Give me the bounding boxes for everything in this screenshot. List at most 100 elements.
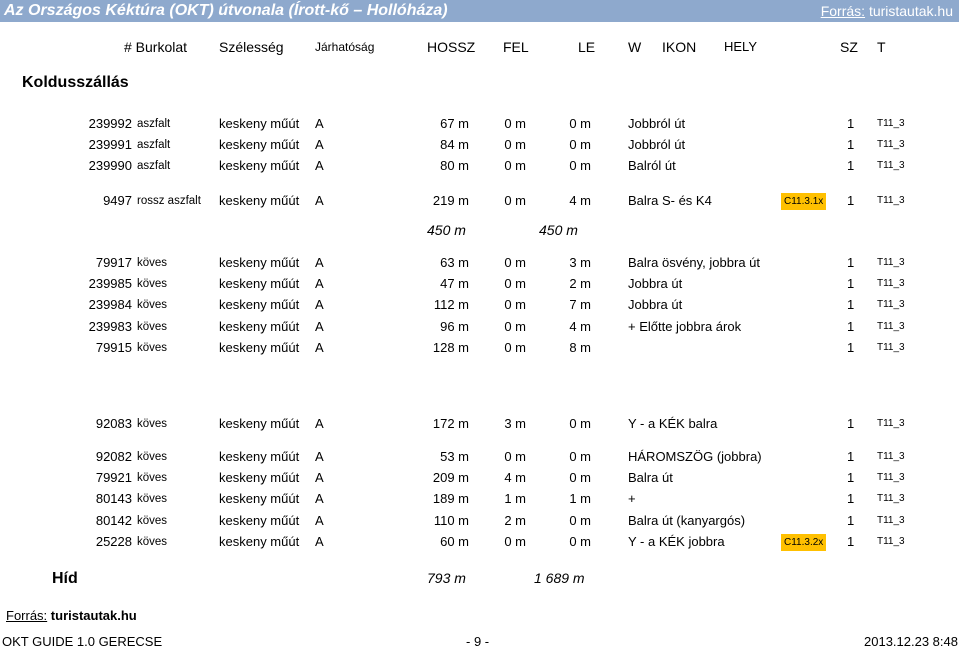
col-header-t: T (877, 39, 886, 55)
cell-width: keskeny műút (219, 319, 300, 334)
cell-down: 3 m (569, 255, 591, 270)
table-row: 239985 köves keskeny műút A 47 m 0 m 2 m Jobbra… (0, 274, 959, 294)
table-row: 79917 köves keskeny műút A 63 m 0 m 3 m Balra ö… (0, 253, 959, 273)
cell-width: keskeny műút (219, 193, 300, 208)
cell-len: 67 m (440, 116, 469, 131)
source-link-top[interactable]: Forrás: turistautak.hu (821, 0, 953, 22)
cell-len: 189 m (432, 491, 469, 506)
cell-pass: A (315, 513, 324, 528)
cell-id: 9497 (103, 193, 132, 208)
cell-sz: 1 (847, 193, 855, 208)
cell-surface: köves (137, 472, 168, 484)
footer-source[interactable]: Forrás: turistautak.hu (6, 608, 137, 623)
cell-len: 84 m (440, 137, 469, 152)
cell-surface: köves (137, 321, 168, 333)
cell-len: 209 m (432, 470, 469, 485)
cell-surface: aszfalt (137, 139, 171, 151)
cell-sz: 1 (847, 513, 855, 528)
col-header-width: Szélesség (219, 39, 284, 55)
cell-pass: A (315, 137, 324, 152)
group-cumulative-length: 450 m (539, 222, 578, 238)
cell-dir: Jobbról út (628, 137, 686, 152)
cell-up: 0 m (504, 449, 526, 464)
col-header-pass: Járhatóság (315, 40, 375, 54)
cell-width: keskeny műút (219, 276, 300, 291)
footer-source-label: Forrás: (6, 608, 48, 623)
cell-len: 60 m (440, 534, 469, 549)
cell-pass: A (315, 470, 324, 485)
page-title: Az Országos Kéktúra (OKT) útvonala (Írot… (4, 2, 448, 19)
cell-sz: 1 (847, 491, 855, 506)
cell-down: 0 m (569, 513, 591, 528)
cell-up: 3 m (504, 416, 526, 431)
table-row: 239990 aszfalt keskeny műút A 80 m 0 m 0 m Balr… (0, 156, 959, 176)
cell-id: 80143 (95, 491, 132, 506)
cell-sz: 1 (847, 116, 855, 131)
table-row: 239983 köves keskeny műút A 96 m 0 m 4 m + Előt… (0, 317, 959, 337)
cell-sz: 1 (847, 449, 855, 464)
cell-up: 0 m (504, 116, 526, 131)
cell-surface: aszfalt (137, 160, 171, 172)
col-header-num-surface: # Burkolat (124, 39, 188, 55)
cell-t: T11_3 (877, 118, 905, 129)
section-title-bottom: Híd (52, 570, 78, 587)
cell-pass: A (315, 340, 324, 355)
cell-t: T11_3 (877, 515, 905, 526)
cell-up: 0 m (504, 297, 526, 312)
cell-down: 0 m (569, 137, 591, 152)
cell-sz: 1 (847, 340, 855, 355)
table-row: 239992 aszfalt keskeny műút A 67 m 0 m 0 m Jobb… (0, 114, 959, 134)
cell-surface: aszfalt (137, 118, 171, 130)
cell-surface: köves (137, 342, 168, 354)
cell-len: 96 m (440, 319, 469, 334)
cell-surface: köves (137, 536, 168, 548)
table-row: 25228 köves keskeny műút A 60 m 0 m 0 m Y - a K… (0, 532, 959, 552)
cell-id: 239992 (88, 116, 132, 131)
table-row: 9497 rossz aszfalt keskeny műút A 219 m 0 m 4 … (0, 191, 959, 211)
cell-down: 2 m (569, 276, 591, 291)
cell-len: 112 m (433, 297, 469, 312)
col-header-loc: HELY (724, 39, 757, 54)
cell-surface: köves (137, 451, 168, 463)
cell-t: T11_3 (877, 139, 905, 150)
source-label: Forrás: (820, 3, 866, 19)
cell-pass: A (315, 116, 324, 131)
section-title-top: Koldusszállás (22, 74, 129, 91)
cell-pass: A (315, 276, 324, 291)
col-header-icon: IKON (662, 39, 697, 55)
cell-pass: A (315, 416, 324, 431)
cell-up: 0 m (504, 319, 526, 334)
cell-sz: 1 (847, 319, 855, 334)
cell-surface: köves (137, 278, 168, 290)
cell-t: T11_3 (877, 160, 905, 171)
cell-sz: 1 (847, 158, 855, 173)
cell-t: T11_3 (877, 472, 905, 483)
table-row: 80143 köves keskeny műút A 189 m 1 m 1 m +1 T11_… (0, 489, 959, 509)
col-header-w: W (628, 39, 642, 55)
cell-width: keskeny műút (219, 449, 300, 464)
cell-pass: A (315, 193, 324, 208)
source-value: turistautak.hu (868, 3, 953, 19)
cell-t: T11_3 (877, 257, 905, 268)
cell-id: 239985 (88, 276, 132, 291)
cell-down: 1 m (569, 491, 591, 506)
table-row: 239991 aszfalt keskeny műút A 84 m 0 m 0 m Jobb… (0, 135, 959, 155)
cell-dir: Balra S- és K4 (628, 193, 712, 208)
cell-id: 239983 (88, 319, 132, 334)
cell-width: keskeny műút (219, 534, 300, 549)
table-row: 239984 köves keskeny műút A 112 m 0 m 7 m Jobbr… (0, 295, 959, 315)
group-sum-length: 793 m (427, 570, 466, 586)
cell-up: 0 m (504, 193, 526, 208)
group-sum-length: 450 m (427, 222, 466, 238)
cell-t: T11_3 (877, 278, 905, 289)
cell-surface: köves (137, 493, 168, 505)
cell-down: 0 m (569, 116, 591, 131)
cell-sz: 1 (847, 534, 855, 549)
cell-len: 53 m (440, 449, 469, 464)
cell-down: 4 m (569, 193, 591, 208)
cell-dir: Balról út (628, 158, 676, 173)
cell-id: 79921 (95, 470, 132, 485)
cell-down: 4 m (569, 319, 591, 334)
cell-down: 0 m (569, 158, 591, 173)
cell-pass: A (315, 449, 324, 464)
